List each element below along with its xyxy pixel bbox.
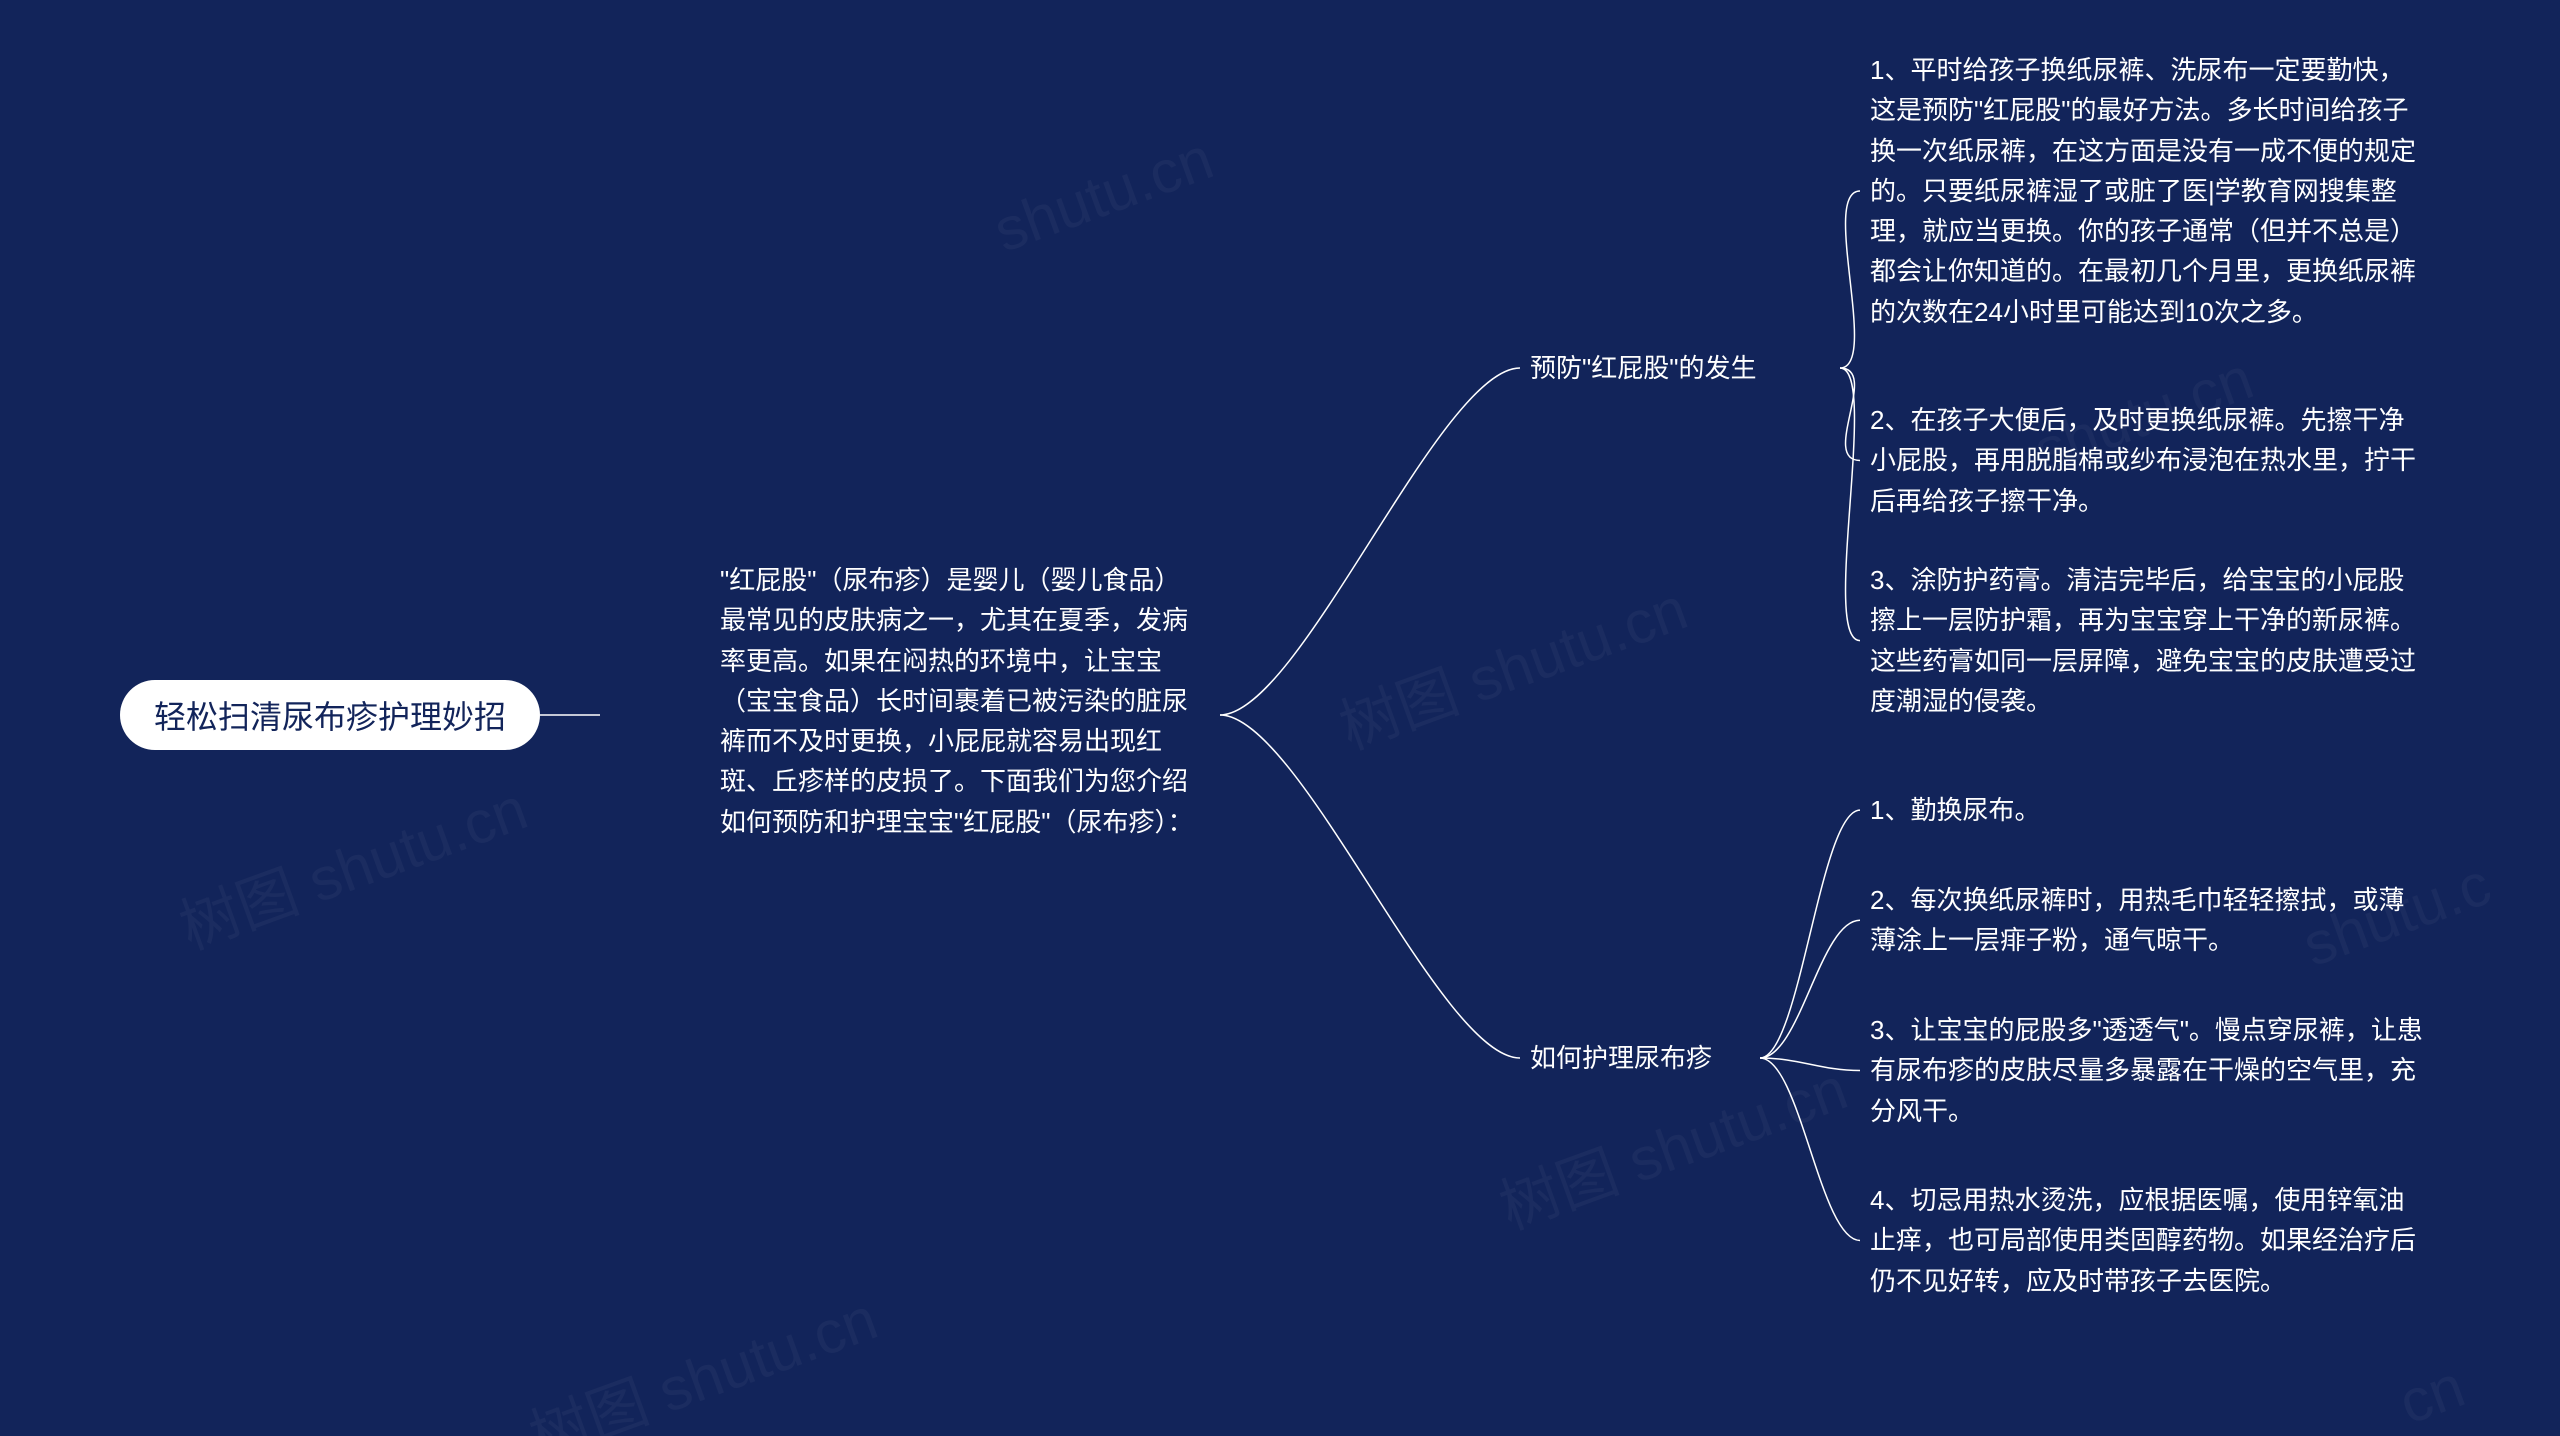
leaf-text: 1、勤换尿布。 [1870, 790, 2430, 830]
leaf-text: 2、每次换纸尿裤时，用热毛巾轻轻擦拭，或薄薄涂上一层痱子粉，通气晾干。 [1870, 880, 2430, 961]
leaf-text: 1、平时给孩子换纸尿裤、洗尿布一定要勤快，这是预防"红屁股"的最好方法。多长时间… [1870, 50, 2430, 332]
branch-label[interactable]: 如何护理尿布疹 [1530, 1040, 1750, 1076]
connector-line [1840, 368, 1860, 641]
connector-line [1760, 1058, 1860, 1240]
watermark: 树图 shutu.cn [516, 1270, 887, 1436]
watermark: 树图 shutu.cn [1326, 560, 1697, 766]
connector-line [1220, 368, 1520, 715]
connector-line [1840, 191, 1860, 368]
leaf-text: 3、让宝宝的屁股多"透透气"。慢点穿尿裤，让患有尿布疹的皮肤尽量多暴露在干燥的空… [1870, 1010, 2430, 1131]
leaf-text: 3、涂防护药膏。清洁完毕后，给宝宝的小屁股擦上一层防护霜，再为宝宝穿上干净的新尿… [1870, 560, 2430, 721]
connector-line [1840, 368, 1860, 460]
connector-line [1760, 920, 1860, 1058]
leaf-text: 2、在孩子大便后，及时更换纸尿裤。先擦干净小屁股，再用脱脂棉或纱布浸泡在热水里，… [1870, 400, 2430, 521]
mindmap-canvas: 树图 shutu.cn 树图 shutu.cn shutu.cn 树图 shutu.c… [0, 0, 2560, 1436]
intro-text: "红屁股"（尿布疹）是婴儿（婴儿食品）最常见的皮肤病之一，尤其在夏季，发病率更高… [720, 560, 1200, 842]
watermark: cn [2390, 1351, 2473, 1436]
watermark: 树图 shutu.cn [166, 760, 537, 966]
root-node[interactable]: 轻松扫清尿布疹护理妙招 [120, 680, 540, 750]
leaf-text: 4、切忌用热水烫洗，应根据医嘱，使用锌氧油止痒，也可局部使用类固醇药物。如果经治… [1870, 1180, 2430, 1301]
watermark: shutu.cn [985, 123, 1222, 265]
branch-label[interactable]: 预防"红屁股"的发生 [1530, 350, 1830, 386]
connector-line [1220, 715, 1520, 1058]
root-label: 轻松扫清尿布疹护理妙招 [154, 692, 506, 738]
connector-line [1760, 1058, 1860, 1070]
connector-line [1760, 810, 1860, 1058]
